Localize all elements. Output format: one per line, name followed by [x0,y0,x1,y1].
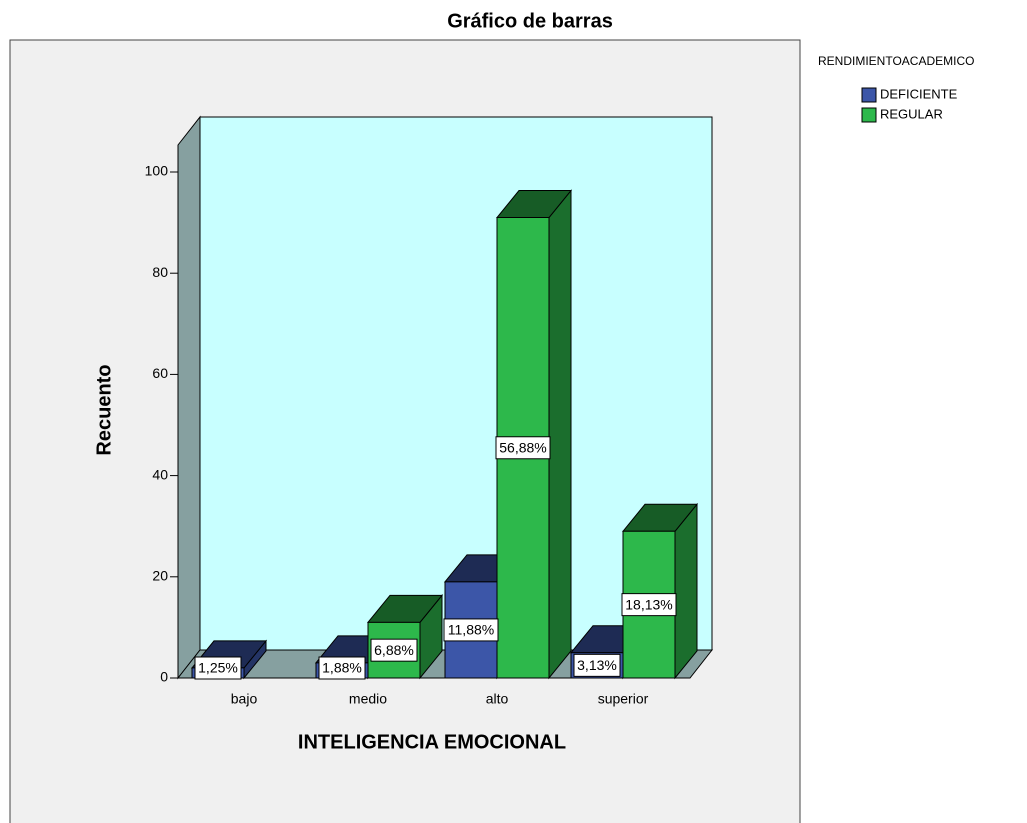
y-tick-label: 60 [152,365,168,381]
value-label: 1,25% [198,660,238,676]
value-label-box [495,436,551,460]
value-label: 1,88% [322,660,362,676]
y-tick-label: 100 [145,163,169,179]
bar-face [548,189,572,680]
x-axis-title: INTELIGENCIA EMOCIONAL [298,731,566,753]
legend-title: RENDIMIENTOACADEMICO [818,54,974,68]
y-tick-label: 80 [152,264,168,280]
y-tick-label: 20 [152,568,168,584]
bar [621,502,699,680]
x-tick-label: medio [349,691,387,707]
value-label: 18,13% [625,596,672,612]
side-wall [177,115,201,680]
value-label-box [573,653,621,677]
bar [495,189,573,680]
value-label: 56,88% [499,439,546,455]
x-tick-label: superior [598,691,649,707]
value-label: 11,88% [448,622,494,638]
value-label-box [621,593,677,617]
y-axis-title: Recuento [93,364,115,455]
legend-swatch [861,87,877,103]
legend-swatch [861,107,877,123]
chart-title: Gráfico de barras [447,10,613,32]
x-tick-label: alto [486,691,509,707]
value-label-box [318,656,366,680]
legend-label: DEFICIENTE [880,86,958,101]
bar-face [674,502,698,680]
value-label-box [443,618,499,642]
x-tick-label: bajo [231,691,258,707]
value-label-box [370,638,418,662]
legend-label: REGULAR [880,106,943,121]
y-tick-label: 40 [152,466,168,482]
value-label-box [194,656,242,680]
value-label: 6,88% [374,642,414,658]
y-tick-label: 0 [160,669,168,685]
value-label: 3,13% [577,657,617,673]
